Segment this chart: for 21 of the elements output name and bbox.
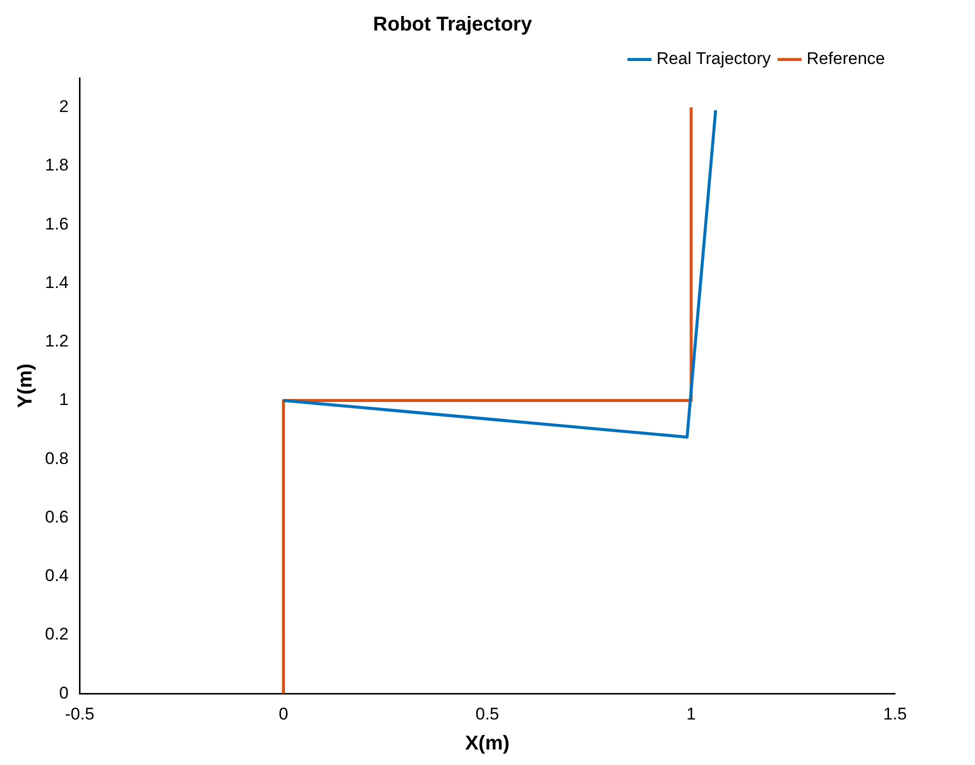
x-tick-label: 0.5 [475,704,500,724]
y-tick-label: 0 [59,683,69,702]
x-tick-label: -0.5 [64,704,94,724]
y-tick-label: 0.6 [44,507,69,526]
y-tick-label: 0.2 [44,624,69,644]
y-axis-title: Y(m) [14,364,37,408]
y-tick-label: 1.8 [44,156,69,175]
y-tick-label: 0.8 [44,448,69,468]
x-tick-label: 0 [278,704,288,724]
x-tick-label: 1.5 [883,704,907,724]
y-tick-label: 1.4 [44,272,69,292]
y-tick-label: 1.2 [44,332,69,351]
y-tick-label: 0.4 [44,566,69,586]
legend-label: Reference [806,49,886,68]
y-tick-label: 1.6 [44,214,69,234]
x-tick-label: 1 [686,704,696,724]
y-tick-label: 1 [59,390,69,410]
legend-label: Real Trajectory [656,49,772,68]
y-tick-label: 2 [59,97,69,116]
x-axis-title: X(m) [465,732,510,755]
chart-title: Robot Trajectory [373,14,533,36]
